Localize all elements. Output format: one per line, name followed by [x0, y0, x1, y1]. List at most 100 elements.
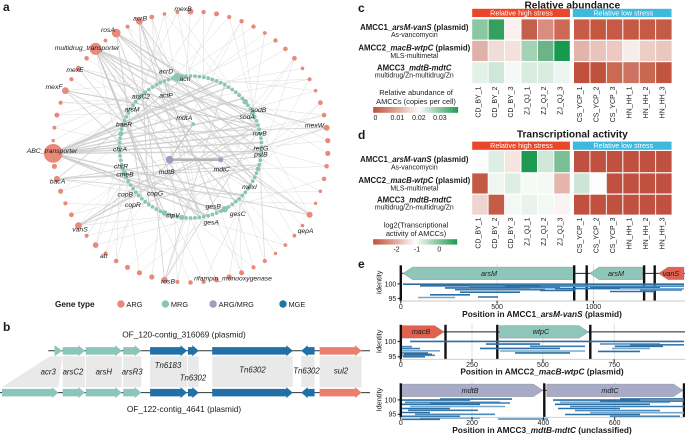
svg-text:cmeB: cmeB: [116, 171, 134, 178]
svg-text:Relative abundance of: Relative abundance of: [379, 88, 453, 97]
svg-text:MLS-multimetal: MLS-multimetal: [390, 185, 438, 192]
svg-text:gesC: gesC: [230, 211, 246, 218]
svg-text:OF_122-contig_4641 (plasmid): OF_122-contig_4641 (plasmid): [127, 404, 242, 414]
svg-text:AMCC1_arsM-vanS (plasmid): AMCC1_arsM-vanS (plasmid): [360, 155, 469, 164]
svg-text:ZJ_QJ_1: ZJ_QJ_1: [525, 217, 532, 246]
svg-text:mdtC: mdtC: [601, 386, 619, 395]
svg-text:Relative low stress: Relative low stress: [593, 8, 653, 17]
svg-text:CS_YCP_3: CS_YCP_3: [610, 217, 617, 253]
svg-text:mdtA: mdtA: [176, 115, 192, 122]
svg-text:e: e: [358, 257, 365, 271]
svg-text:arsC2: arsC2: [132, 93, 150, 100]
svg-text:OF_120-contig_316069 (plasmid): OF_120-contig_316069 (plasmid): [122, 329, 246, 339]
svg-text:vanS: vanS: [72, 226, 88, 233]
svg-text:sul2: sul2: [334, 367, 349, 376]
svg-text:ARG: ARG: [126, 300, 142, 309]
svg-text:0: 0: [437, 247, 441, 254]
svg-text:Tn6302: Tn6302: [293, 367, 320, 376]
svg-text:mexE: mexE: [66, 67, 84, 74]
svg-text:AMCC3_mdtB-mdtC: AMCC3_mdtB-mdtC: [377, 195, 452, 204]
svg-text:Relative high stress: Relative high stress: [490, 141, 553, 150]
svg-text:95: 95: [389, 354, 397, 361]
svg-text:a: a: [3, 0, 10, 14]
svg-text:Tn6302: Tn6302: [180, 374, 207, 383]
svg-text:Position in AMCC2_macB-wtpC (p: Position in AMCC2_macB-wtpC (plasmid): [460, 367, 624, 377]
svg-text:mdtB: mdtB: [462, 386, 479, 395]
svg-text:HN_HH_2: HN_HH_2: [643, 86, 650, 118]
svg-text:Identity: Identity: [375, 270, 384, 294]
svg-text:HN_HH_2: HN_HH_2: [643, 217, 650, 249]
svg-text:arsR3: arsR3: [122, 368, 143, 377]
svg-text:MRG: MRG: [171, 300, 188, 309]
svg-text:atr: atr: [100, 253, 109, 260]
svg-text:Relative low stress: Relative low stress: [593, 141, 653, 150]
svg-text:gesB: gesB: [205, 204, 221, 211]
svg-text:multidrug/Zn-multidrug/Zn: multidrug/Zn-multidrug/Zn: [375, 73, 454, 80]
svg-text:rifampin_monooxygenase: rifampin_monooxygenase: [194, 275, 272, 282]
svg-text:wtpC: wtpC: [533, 327, 550, 336]
svg-text:vanS: vanS: [663, 269, 680, 278]
svg-text:acrB: acrB: [133, 15, 147, 22]
svg-text:CS_YCP_3: CS_YCP_3: [610, 86, 617, 122]
svg-text:HN_HH_1: HN_HH_1: [627, 86, 634, 118]
svg-text:multidrug_transporter: multidrug_transporter: [55, 45, 120, 52]
svg-text:MLS-multimetal: MLS-multimetal: [390, 53, 438, 60]
svg-text:AMCC3_mdtB-mdtC: AMCC3_mdtB-mdtC: [377, 63, 452, 72]
svg-text:Position in AMCC3_mdtB-mdtC (u: Position in AMCC3_mdtB-mdtC (unclassifie…: [452, 425, 632, 435]
svg-text:rosB: rosB: [161, 278, 175, 285]
svg-text:acn: acn: [180, 76, 191, 83]
svg-text:-1: -1: [414, 247, 420, 254]
svg-text:CD_BY_2: CD_BY_2: [492, 86, 499, 117]
svg-text:acrD: acrD: [159, 68, 173, 75]
svg-text:macB: macB: [412, 327, 431, 336]
svg-text:AMCC1_arsM-vanS (plasmid): AMCC1_arsM-vanS (plasmid): [360, 23, 469, 32]
svg-text:Transcriptional activity: Transcriptional activity: [517, 129, 628, 140]
svg-text:mexW: mexW: [305, 122, 325, 129]
svg-text:chrR: chrR: [114, 163, 128, 170]
svg-text:multidrug/Zn-multidrug/Zn: multidrug/Zn-multidrug/Zn: [375, 205, 454, 212]
svg-text:sodB: sodB: [251, 107, 267, 114]
svg-text:CD_BY_2: CD_BY_2: [492, 217, 499, 248]
svg-text:95: 95: [389, 412, 397, 419]
svg-text:CD_BY_3: CD_BY_3: [508, 217, 515, 248]
svg-text:sodA: sodA: [239, 114, 255, 121]
svg-text:arsC2: arsC2: [63, 368, 84, 377]
svg-text:Position in AMCC1_arsM-vanS (p: Position in AMCC1_arsM-vanS (plasmid): [462, 309, 622, 319]
svg-text:copG: copG: [147, 191, 163, 198]
svg-text:Identity: Identity: [375, 387, 384, 411]
svg-text:arsM: arsM: [124, 106, 139, 113]
svg-text:recG: recG: [254, 146, 269, 153]
svg-text:pstB: pstB: [253, 152, 268, 159]
svg-text:ZJ_QJ_2: ZJ_QJ_2: [541, 86, 548, 115]
svg-text:AMCCs (copies per cell): AMCCs (copies per cell): [376, 97, 456, 106]
svg-text:activity of AMCCs): activity of AMCCs): [386, 229, 446, 238]
svg-text:rosA: rosA: [101, 27, 115, 34]
svg-text:MGE: MGE: [289, 300, 306, 309]
svg-text:ruvB: ruvB: [253, 131, 267, 138]
svg-text:mexI: mexI: [242, 184, 257, 191]
svg-text:arsH: arsH: [96, 368, 113, 377]
svg-text:bacA: bacA: [50, 178, 66, 185]
svg-text:-2: -2: [393, 247, 399, 254]
svg-text:0: 0: [399, 420, 403, 427]
svg-text:CD_BY_3: CD_BY_3: [508, 86, 515, 117]
svg-text:Identity: Identity: [375, 329, 384, 353]
svg-text:0: 0: [399, 362, 403, 369]
svg-text:AMCC2_macB-wtpC (plasmid): AMCC2_macB-wtpC (plasmid): [358, 43, 470, 52]
svg-text:CS_YCP_2: CS_YCP_2: [594, 86, 601, 122]
svg-text:copB: copB: [118, 191, 134, 198]
svg-text:100: 100: [385, 397, 397, 404]
svg-text:CD_BY_1: CD_BY_1: [475, 86, 482, 117]
svg-text:0.02: 0.02: [412, 115, 426, 122]
svg-text:chrA: chrA: [113, 146, 127, 153]
svg-text:As-vancomycin: As-vancomycin: [391, 32, 438, 39]
svg-text:copR: copR: [125, 202, 141, 209]
svg-text:Gene type: Gene type: [55, 300, 95, 309]
svg-text:arsM: arsM: [608, 269, 624, 278]
svg-text:ZJ_QJ_3: ZJ_QJ_3: [558, 86, 565, 115]
svg-text:100: 100: [385, 339, 397, 346]
svg-text:As-vancomycin: As-vancomycin: [391, 164, 438, 171]
svg-text:mexF: mexF: [46, 84, 64, 91]
svg-text:ARG/MRG: ARG/MRG: [219, 300, 255, 309]
svg-text:d: d: [358, 128, 365, 142]
